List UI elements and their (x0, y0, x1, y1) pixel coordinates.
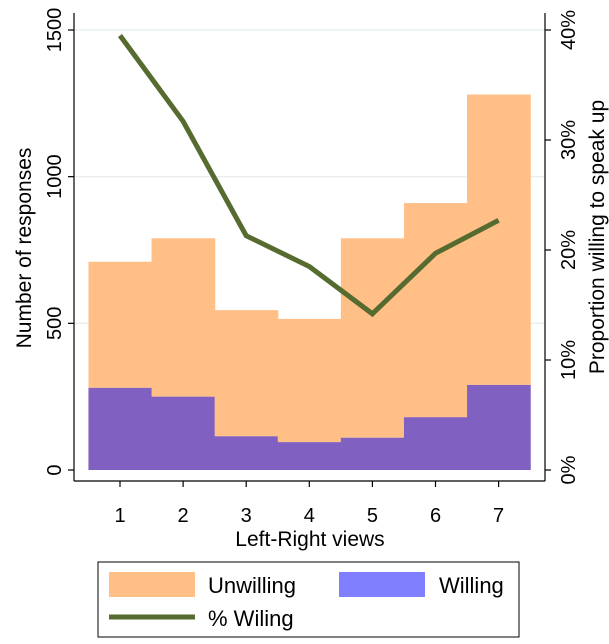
x-axis-title: Left-Right views (235, 528, 384, 551)
bar-willing (214, 436, 279, 470)
y-axis-title: Number of responses (13, 148, 36, 349)
bar-unwilling (151, 238, 216, 397)
x-tick-label: 3 (241, 505, 252, 527)
y2-tick-label: 0% (558, 455, 580, 484)
legend: Unwilling Willing % Wiling (97, 561, 520, 638)
bar-willing (467, 384, 531, 470)
bar-willing (88, 387, 153, 470)
bar-willing (277, 442, 342, 470)
y-tick-label: 1000 (44, 154, 66, 199)
bar-unwilling (467, 94, 531, 385)
y-tick-label: 0 (44, 464, 66, 475)
bar-unwilling (403, 203, 468, 418)
x-tick-label: 4 (304, 505, 315, 527)
bar-willing (340, 437, 405, 470)
y2-tick-label: 40% (558, 10, 580, 50)
tick-labels-group: 0 500 1000 1500 0% 10% 20% 30% 40% 1 2 3 4 5 6 7 (44, 8, 580, 527)
x-tick-label: 2 (178, 505, 189, 527)
legend-label-unwilling: Unwilling (208, 573, 296, 598)
x-tick-label: 7 (493, 505, 504, 527)
y2-tick-label: 20% (558, 230, 580, 270)
x-tick-label: 1 (114, 505, 125, 527)
bar-unwilling (88, 261, 153, 388)
bars-group (88, 94, 531, 470)
y2-axis-title: Proportion willing to speak up (586, 100, 609, 374)
x-tick-label: 6 (430, 505, 441, 527)
x-tick-label: 5 (367, 505, 378, 527)
y2-tick-label: 10% (558, 340, 580, 380)
bar-unwilling (277, 318, 342, 443)
bar-willing (403, 417, 468, 470)
legend-swatch-willing (339, 572, 425, 597)
y-tick-label: 500 (44, 307, 66, 340)
axes-group (68, 13, 551, 487)
line-series-group (117, 34, 500, 318)
line-pct-willing (117, 34, 500, 318)
bar-willing (151, 396, 216, 470)
legend-label-willing: Willing (439, 573, 504, 598)
bar-unwilling (340, 238, 405, 438)
bar-unwilling (214, 310, 279, 437)
y2-tick-label: 30% (558, 120, 580, 160)
legend-swatch-unwilling (109, 572, 195, 597)
legend-label-pct-willing: % Wiling (208, 606, 294, 631)
y-tick-label: 1500 (44, 8, 66, 53)
